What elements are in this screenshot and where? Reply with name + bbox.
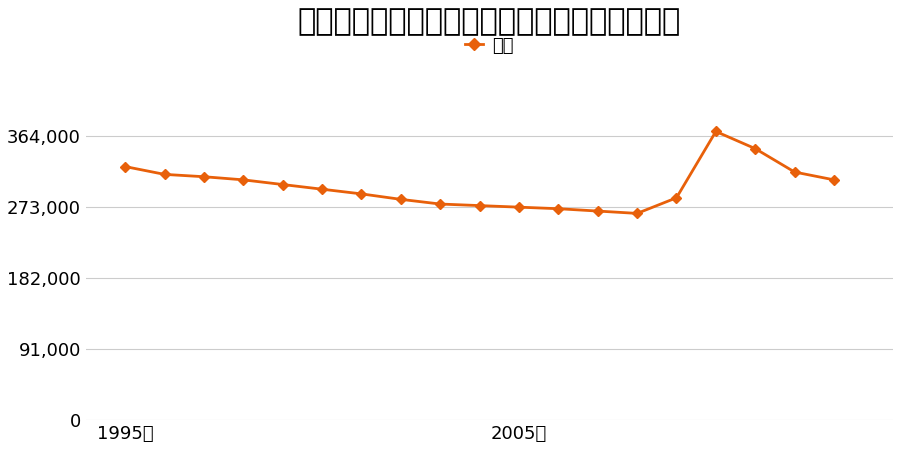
価格: [199, 174, 210, 180]
価格: [159, 172, 170, 177]
Legend: 価格: 価格: [458, 29, 521, 62]
価格: [829, 177, 840, 183]
価格: [435, 201, 446, 207]
価格: [395, 197, 406, 202]
価格: [474, 203, 485, 208]
価格: [356, 191, 367, 197]
価格: [632, 211, 643, 216]
価格: [120, 164, 130, 169]
価格: [592, 208, 603, 214]
価格: [671, 195, 682, 201]
Title: 東京都板橋区新河岸３丁目１３番４の地価推移: 東京都板橋区新河岸３丁目１３番４の地価推移: [298, 7, 681, 36]
Line: 価格: 価格: [122, 128, 838, 217]
価格: [317, 186, 328, 192]
価格: [789, 169, 800, 175]
価格: [553, 206, 563, 211]
価格: [514, 204, 525, 210]
価格: [238, 177, 248, 183]
価格: [277, 182, 288, 187]
価格: [750, 146, 760, 151]
価格: [710, 129, 721, 134]
